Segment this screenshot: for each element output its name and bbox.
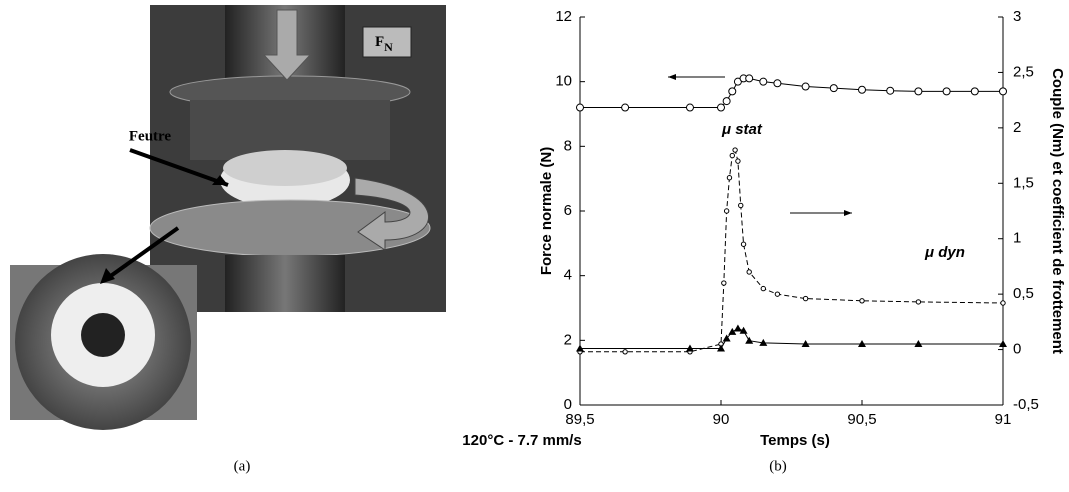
arrow-left-head xyxy=(668,74,676,80)
y-axis-title: Force normale (N) xyxy=(538,147,555,275)
photo: FN Feutre xyxy=(10,5,446,430)
annotation: μ dyn xyxy=(924,244,965,261)
marker xyxy=(721,280,727,286)
marker xyxy=(723,208,730,214)
marker xyxy=(740,241,747,247)
marker xyxy=(773,79,782,88)
y2-tick-label: -0,5 xyxy=(1013,396,1039,413)
marker xyxy=(685,344,694,352)
rotation-arrow xyxy=(354,177,429,251)
marker xyxy=(858,340,866,348)
inset-pointer xyxy=(103,226,180,282)
y2-tick-label: 3 xyxy=(1013,8,1021,25)
marker xyxy=(729,152,735,159)
force-arrow xyxy=(262,9,312,81)
marker xyxy=(622,349,628,355)
marker xyxy=(915,299,922,305)
caption: (a) xyxy=(234,458,251,474)
x-axis-title: Temps (s) xyxy=(760,432,830,449)
marker xyxy=(829,84,838,93)
y2-tick-label: 1,5 xyxy=(1013,174,1034,191)
marker xyxy=(732,147,738,153)
inset-pointer-head xyxy=(100,268,115,284)
y-tick-label: 8 xyxy=(564,137,572,154)
x-tick-label: 91 xyxy=(995,411,1012,428)
y-tick-label: 12 xyxy=(555,8,572,25)
annotation: μ stat xyxy=(721,121,763,138)
y2-tick-label: 2 xyxy=(1013,119,1021,136)
y2-tick-label: 2,5 xyxy=(1013,63,1034,80)
caption: (b) xyxy=(769,458,787,474)
marker xyxy=(802,295,809,302)
y-tick-label: 6 xyxy=(564,202,572,219)
y2-tick-label: 0,5 xyxy=(1013,285,1034,302)
marker xyxy=(621,103,630,112)
marker xyxy=(735,158,741,164)
marker xyxy=(745,336,754,344)
marker xyxy=(717,103,725,112)
marker xyxy=(738,202,744,209)
y2-axis-title: Couple (Nm) et coefficient de frottement xyxy=(1049,68,1066,354)
x-tick-label: 90,5 xyxy=(847,411,876,428)
marker xyxy=(717,344,725,352)
marker xyxy=(722,97,731,106)
series-line xyxy=(580,327,1003,349)
marker xyxy=(728,327,737,335)
marker xyxy=(914,87,923,96)
felt-top xyxy=(223,150,347,186)
y-tick-label: 10 xyxy=(555,73,572,90)
marker xyxy=(760,285,766,292)
marker xyxy=(759,338,768,346)
marker xyxy=(733,324,742,332)
marker xyxy=(942,87,951,96)
marker xyxy=(914,340,923,348)
marker xyxy=(726,175,733,181)
inset-hole xyxy=(81,313,125,357)
force-label: FN xyxy=(375,34,393,53)
annotation: 120°C - 7.7 mm/s xyxy=(462,432,581,449)
marker xyxy=(999,340,1007,348)
y-tick-label: 0 xyxy=(564,396,572,413)
x-tick-label: 90 xyxy=(713,411,730,428)
felt-label: Feutre xyxy=(129,128,172,144)
marker xyxy=(999,87,1007,96)
marker xyxy=(745,74,754,83)
y-tick-label: 4 xyxy=(564,267,572,284)
marker xyxy=(801,340,810,348)
y2-tick-label: 1 xyxy=(1013,230,1021,247)
base xyxy=(225,255,345,312)
marker xyxy=(970,87,979,96)
mechanism xyxy=(190,100,390,160)
marker xyxy=(728,87,737,96)
marker xyxy=(759,77,768,86)
marker xyxy=(1000,300,1006,306)
marker xyxy=(739,326,748,334)
marker xyxy=(859,298,865,304)
force-box xyxy=(362,26,412,58)
marker xyxy=(576,103,584,112)
y2-tick-label: 0 xyxy=(1013,341,1021,358)
marker xyxy=(801,82,810,91)
marker xyxy=(685,103,694,112)
marker xyxy=(746,269,752,275)
marker xyxy=(722,334,731,342)
x-tick-label: 89,5 xyxy=(565,411,594,428)
marker xyxy=(774,291,781,297)
marker xyxy=(576,344,584,352)
marker xyxy=(886,86,895,95)
series-line xyxy=(580,77,1003,109)
felt-pointer-head xyxy=(212,175,228,185)
marker xyxy=(858,85,866,94)
arrow-right-head xyxy=(844,210,852,216)
y-tick-label: 2 xyxy=(564,331,572,348)
